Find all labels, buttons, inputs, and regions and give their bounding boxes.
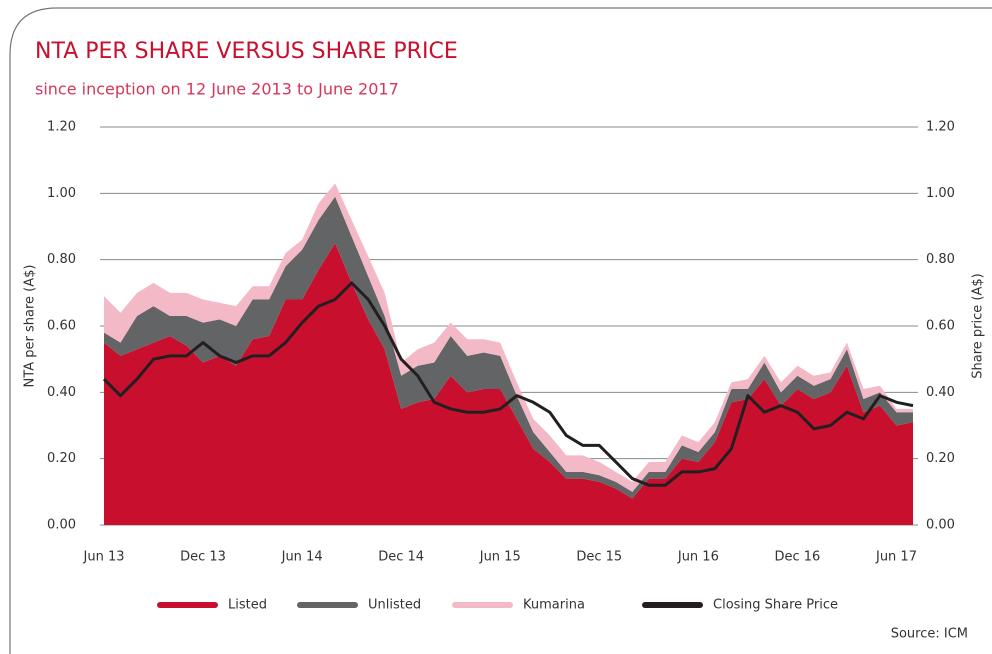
source-note: Source: ICM bbox=[891, 627, 968, 642]
y-tick-label: 0.00 bbox=[47, 518, 76, 533]
legend-label: Closing Share Price bbox=[713, 598, 838, 613]
y2-tick-label: 1.20 bbox=[926, 120, 955, 135]
legend-label: Kumarina bbox=[523, 598, 585, 613]
line bbox=[102, 281, 914, 487]
y2-axis-label: Share price (A$) bbox=[971, 273, 986, 378]
x-tick-label: Jun 17 bbox=[875, 550, 917, 565]
x-tick-label: Jun 15 bbox=[479, 550, 521, 565]
x-tick-label: Jun 16 bbox=[677, 550, 719, 565]
card-border bbox=[9, 7, 992, 654]
area bbox=[104, 196, 913, 499]
y-tick-label: 0.20 bbox=[47, 451, 76, 466]
y2-tick-label: 1.00 bbox=[926, 186, 955, 201]
legend-label: Unlisted bbox=[368, 598, 421, 613]
y2-tick-label: 0.00 bbox=[926, 518, 955, 533]
y-tick-label: 1.20 bbox=[47, 120, 76, 135]
area bbox=[104, 243, 913, 526]
x-tick-label: Jun 14 bbox=[281, 550, 323, 565]
x-tick-label: Dec 15 bbox=[576, 550, 622, 565]
y-axis-label: NTA per share (A$) bbox=[23, 265, 38, 388]
x-tick-label: Dec 13 bbox=[180, 550, 226, 565]
x-tick-label: Dec 16 bbox=[775, 550, 821, 565]
y-tick-label: 0.60 bbox=[47, 319, 76, 334]
y2-tick-label: 0.40 bbox=[926, 385, 955, 400]
y2-tick-label: 0.80 bbox=[926, 252, 955, 267]
x-tick-label: Dec 14 bbox=[378, 550, 424, 565]
y2-tick-label: 0.60 bbox=[926, 319, 955, 334]
chart-title: NTA PER SHARE VERSUS SHARE PRICE bbox=[35, 39, 458, 64]
x-tick-label: Jun 13 bbox=[83, 550, 125, 565]
y-tick-label: 0.80 bbox=[47, 252, 76, 267]
y-tick-label: 1.00 bbox=[47, 186, 76, 201]
y2-tick-label: 0.20 bbox=[926, 451, 955, 466]
chart-subtitle: since inception on 12 June 2013 to June … bbox=[35, 80, 399, 99]
legend-label: Listed bbox=[228, 598, 267, 613]
y-tick-label: 0.40 bbox=[47, 385, 76, 400]
